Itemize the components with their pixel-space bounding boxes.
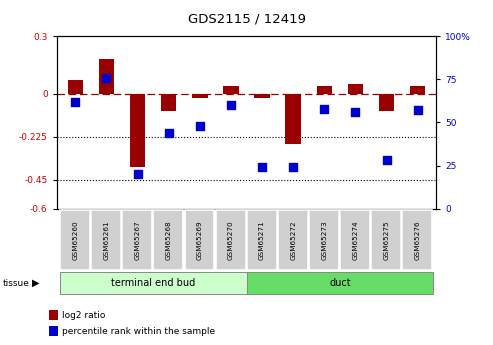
- Text: GSM65261: GSM65261: [104, 220, 109, 260]
- Bar: [402, 210, 432, 270]
- Bar: [223, 86, 239, 94]
- Bar: [216, 210, 246, 270]
- Text: GSM65274: GSM65274: [352, 220, 358, 260]
- Text: GSM65267: GSM65267: [135, 220, 141, 260]
- Bar: [122, 210, 152, 270]
- Text: GSM65276: GSM65276: [415, 220, 421, 260]
- Point: [352, 109, 359, 115]
- Bar: [340, 210, 370, 270]
- Point: [103, 75, 110, 80]
- Point: [165, 130, 173, 136]
- Bar: [192, 94, 208, 98]
- Point: [196, 123, 204, 129]
- Bar: [317, 86, 332, 94]
- Point: [227, 102, 235, 108]
- Bar: [348, 84, 363, 94]
- Bar: [184, 210, 214, 270]
- Bar: [130, 94, 145, 167]
- Text: terminal end bud: terminal end bud: [111, 278, 195, 288]
- Bar: [309, 210, 339, 270]
- Bar: [161, 94, 176, 111]
- Text: GSM65272: GSM65272: [290, 220, 296, 260]
- Text: GSM65260: GSM65260: [72, 220, 78, 260]
- Point: [258, 165, 266, 170]
- Text: GSM65271: GSM65271: [259, 220, 265, 260]
- Point: [289, 165, 297, 170]
- Bar: [278, 210, 308, 270]
- Text: percentile rank within the sample: percentile rank within the sample: [62, 327, 215, 336]
- Bar: [410, 86, 425, 94]
- Point: [414, 108, 422, 113]
- Text: GSM65275: GSM65275: [384, 220, 389, 260]
- Bar: [60, 273, 246, 294]
- Text: ▶: ▶: [32, 278, 39, 288]
- Bar: [371, 210, 401, 270]
- Bar: [285, 94, 301, 144]
- Bar: [99, 59, 114, 94]
- Bar: [91, 210, 121, 270]
- Text: GSM65268: GSM65268: [166, 220, 172, 260]
- Bar: [153, 210, 183, 270]
- Text: GDS2115 / 12419: GDS2115 / 12419: [187, 12, 306, 25]
- Text: duct: duct: [329, 278, 351, 288]
- Point: [134, 171, 141, 177]
- Bar: [246, 273, 433, 294]
- Point: [320, 106, 328, 111]
- Bar: [247, 210, 277, 270]
- Text: log2 ratio: log2 ratio: [62, 311, 105, 320]
- Point: [71, 99, 79, 105]
- Bar: [379, 94, 394, 111]
- Point: [383, 158, 390, 163]
- Text: GSM65270: GSM65270: [228, 220, 234, 260]
- Text: tissue: tissue: [2, 279, 30, 288]
- Text: GSM65273: GSM65273: [321, 220, 327, 260]
- Bar: [68, 80, 83, 94]
- Text: GSM65269: GSM65269: [197, 220, 203, 260]
- Bar: [254, 94, 270, 98]
- Bar: [60, 210, 90, 270]
